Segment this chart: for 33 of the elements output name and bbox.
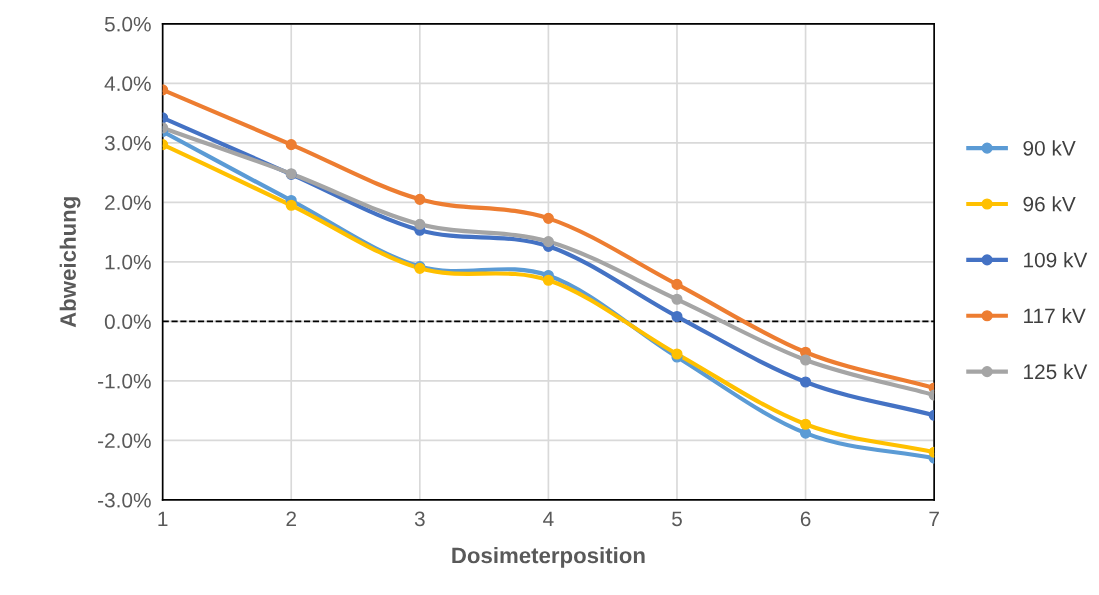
legend-label: 125 kV xyxy=(1024,363,1088,380)
y-tick-label: 2.0% xyxy=(105,195,151,211)
x-tick-label: 5 xyxy=(672,511,682,527)
point xyxy=(671,310,683,323)
y-tick-label: 5.0% xyxy=(104,16,151,32)
point xyxy=(414,218,426,230)
y-tick-label: 1.0% xyxy=(105,254,151,270)
x-axis-title: Dosimeterposition xyxy=(452,547,645,568)
y-tick-label: 0.0% xyxy=(104,314,151,330)
legend-label: 90 kV xyxy=(1023,140,1076,156)
x-tick-label: 4 xyxy=(543,511,554,527)
y-tick-label: -3.0% xyxy=(98,492,151,508)
point xyxy=(285,199,297,211)
y-tick-label: 4.0% xyxy=(104,76,151,92)
x-tick-label: 7 xyxy=(929,511,939,527)
point xyxy=(671,278,683,290)
point xyxy=(542,236,554,248)
y-tick-label: -2.0% xyxy=(98,433,151,449)
y-tick-label: 3.0% xyxy=(104,135,151,151)
legend-label: 117 kV xyxy=(1024,307,1086,324)
legend-label: 109 kV xyxy=(1024,252,1088,268)
x-tick-label: 3 xyxy=(414,511,425,527)
x-tick-label: 2 xyxy=(286,511,296,527)
point xyxy=(542,274,554,286)
legend-label: 96 kV xyxy=(1023,196,1076,212)
point xyxy=(542,212,554,224)
point xyxy=(414,193,426,205)
point xyxy=(671,293,683,305)
x-tick-label: 6 xyxy=(800,511,811,527)
x-tick-label: 1 xyxy=(158,511,168,527)
y-axis-title: Abweichung xyxy=(59,197,81,328)
y-tick-label: -1.0% xyxy=(98,373,151,389)
point xyxy=(285,139,297,151)
